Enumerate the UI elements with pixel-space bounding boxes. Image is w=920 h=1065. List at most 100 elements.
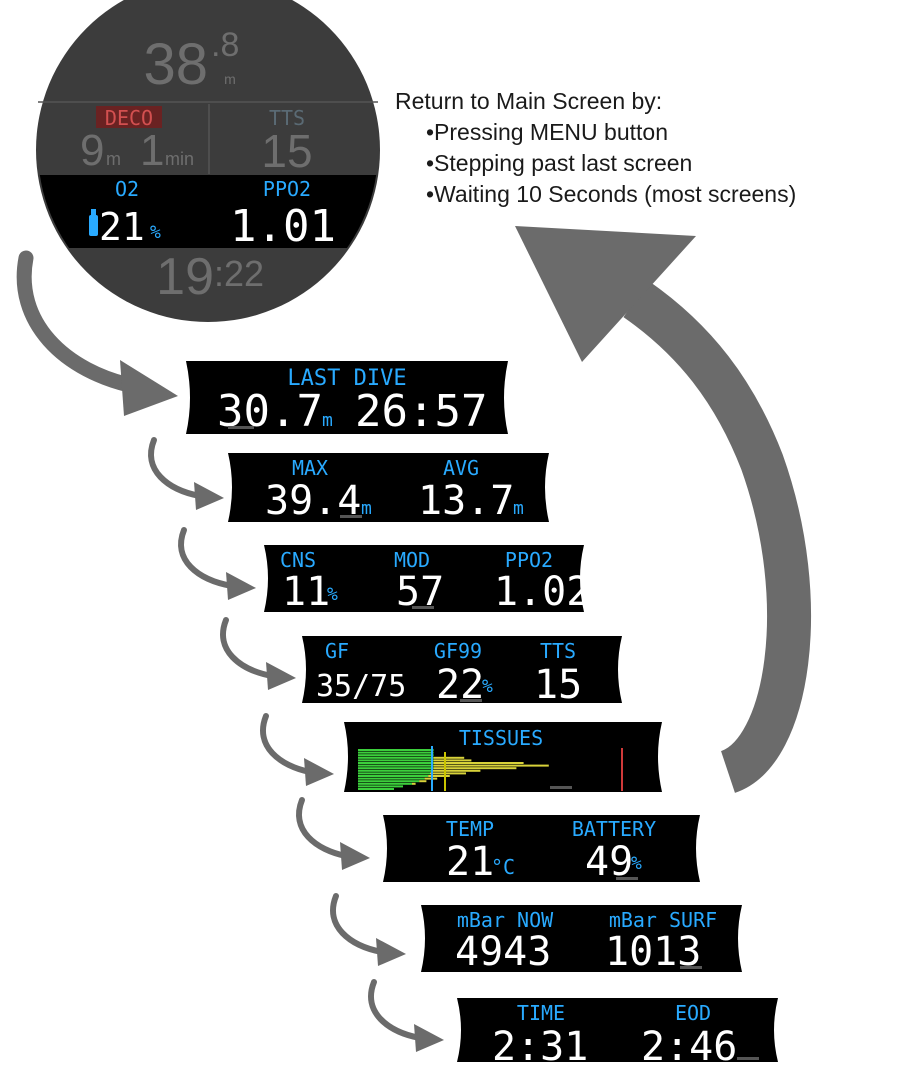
tissues-label: TISSUES [459,726,543,750]
selection-indicator [550,786,572,789]
tissue-bar-green [358,772,430,775]
tissue-bar-green [358,751,434,754]
tissue-bar-green [358,762,434,764]
cns-value: 11 [282,569,330,615]
return-arrow-shaft [623,280,811,793]
main-o2-value: 21 [99,205,145,249]
ppo2-label: PPO2 [505,548,553,572]
tissue-bars [358,749,549,790]
temp-value: 21 [446,839,494,885]
deco-depth: 9 [80,126,104,175]
tissue-bar-green [358,759,434,762]
time-value: 2:31 [492,1024,588,1065]
gf99-label: GF99 [434,639,482,663]
tissue-bar-yellow [433,759,472,762]
ppo2-value: 1.02 [494,569,590,615]
last-dive-depth: 30.7 [217,386,323,437]
return-arrow-head [515,226,696,362]
tissue-bar-yellow [419,780,427,783]
step-arrow [260,713,334,786]
tts-label: TTS [540,639,576,663]
screen-temp-battery: TEMP BATTERY 21 °C 49 % [383,815,700,885]
battery-unit: % [631,853,642,874]
screen-last-dive: LAST DIVE 30.7 m 26:57 [186,361,508,437]
selection-indicator [460,699,482,702]
main-tts-value: 15 [261,125,312,177]
tissue-bar-yellow [433,756,465,759]
screen-tissues-background [344,722,662,792]
selection-indicator [412,606,434,609]
gf99-unit: % [482,676,493,697]
tissue-bar-yellow [433,767,517,770]
screen-max-avg-background [228,453,549,522]
return-note-item: •Stepping past last screen [426,150,693,176]
screen-gf: GF GF99 TTS 35/75 22 % 15 [302,636,622,708]
main-depth-value: 38 [143,32,208,97]
avg-unit: m [513,498,524,519]
return-note-item: •Waiting 10 Seconds (most screens) [426,181,797,207]
mod-label: MOD [394,548,430,572]
deco-depth-unit: m [106,149,121,169]
tissue-bar-yellow [430,772,466,775]
tissue-bar-green [358,775,429,777]
screen-tissues: TISSUES [344,722,662,792]
tissue-bar-green [358,777,425,780]
return-note-item: •Pressing MENU button [426,119,668,145]
screen-pressure: mBar NOW mBar SURF 4943 1013 [421,905,742,975]
screen-time-eod: TIME EOD 2:31 2:46 [457,998,778,1065]
max-unit: m [361,498,372,519]
step-arrow [368,979,444,1052]
main-depth-unit: m [224,71,236,87]
max-label: MAX [292,456,328,480]
main-ppo2-value: 1.01 [230,201,336,252]
tissue-bar-green [358,754,434,757]
screen-pressure-background [421,905,742,972]
temp-unit: °C [491,855,515,879]
main-tts-label: TTS [269,106,305,130]
main-depth-decimal: .8 [211,26,239,64]
eod-label: EOD [675,1001,711,1025]
step-arrow [148,437,224,510]
main-screen-gas-row [38,175,378,248]
last-dive-depth-unit: m [322,410,333,431]
pressure-surf-label: mBar SURF [609,908,717,932]
tissue-bar-yellow [424,777,438,780]
deco-time-unit: min [165,149,194,169]
step-arrows [148,437,444,1052]
tissue-bar-yellow [431,769,481,772]
selection-indicator [737,1057,759,1060]
deco-badge [96,106,162,128]
tissue-bar-green [358,769,432,772]
arrow-main-to-lastdive [16,250,178,416]
selection-indicator [680,966,702,969]
tissue-bar-yellow [433,762,524,764]
selection-indicator [616,877,638,880]
pressure-now-value: 4943 [455,929,551,975]
time-label: TIME [517,1001,565,1025]
pressure-now-label: mBar NOW [457,908,554,932]
screen-time-eod-background [457,998,778,1062]
screen-temp-battery-background [383,815,700,882]
last-dive-time: 26:57 [355,386,487,437]
return-notes-heading: Return to Main Screen by: [395,88,663,114]
tissue-bar-green [358,780,420,783]
tissue-bar-green [358,764,434,767]
deco-time: 1 [140,126,164,175]
cns-label: CNS [280,548,316,572]
main-time-minutes: :22 [214,253,264,294]
step-arrow [296,797,370,870]
step-arrow [178,527,256,600]
main-time-hours: 19 [156,248,214,306]
screen-gf-background [302,636,622,703]
cns-unit: % [327,584,338,605]
tissue-bar-green [358,782,412,785]
screen-cns-mod-background [264,545,584,612]
step-arrow [220,617,296,690]
tissue-bar-green [358,756,434,759]
avg-label: AVG [443,456,479,480]
avg-value: 13.7 [418,478,514,524]
tissue-bar-green [358,788,394,790]
gf-label: GF [325,639,349,663]
tissue-bar-yellow [428,775,450,777]
